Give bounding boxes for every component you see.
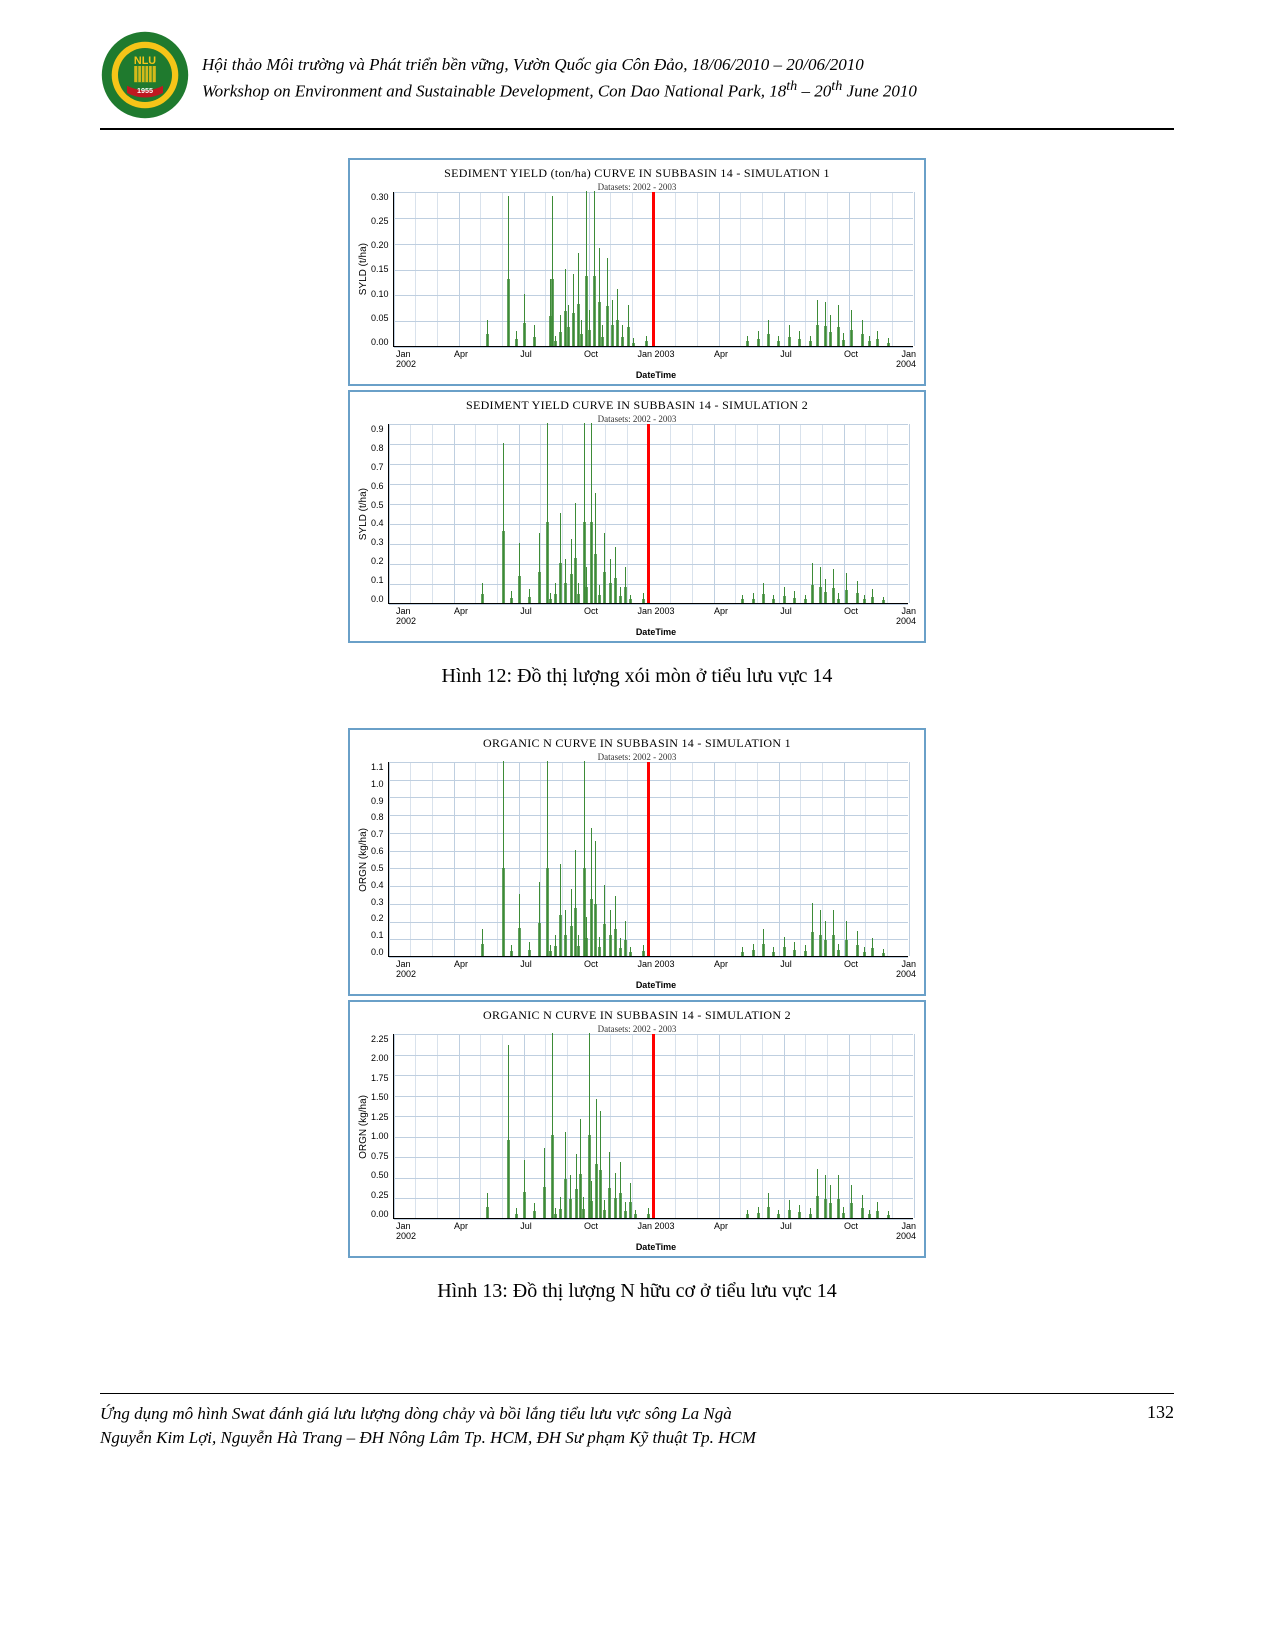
footer-line2: Nguyễn Kim Lợi, Nguyễn Hà Trang – ĐH Nôn… xyxy=(100,1426,756,1450)
plot-area xyxy=(393,192,913,347)
y-axis-label: ORGN (kg/ha) xyxy=(358,1095,369,1159)
plot-area xyxy=(393,1034,913,1219)
chart-subtitle: Datasets: 2002 - 2003 xyxy=(358,752,916,762)
svg-text:1955: 1955 xyxy=(137,86,153,95)
x-ticks: Jan 2002AprJulOctJan 2003AprJulOctJan 20… xyxy=(396,959,916,979)
x-axis-label: DateTime xyxy=(396,370,916,380)
chart-title: SEDIMENT YIELD CURVE IN SUBBASIN 14 - SI… xyxy=(358,398,916,413)
y-axis-label: SYLD (t/ha) xyxy=(358,488,369,540)
year-divider-line xyxy=(647,762,650,956)
chart-title: ORGANIC N CURVE IN SUBBASIN 14 - SIMULAT… xyxy=(358,736,916,751)
footer-line1: Ứng dụng mô hình Swat đánh giá lưu lượng… xyxy=(100,1402,756,1426)
y-ticks: 2.252.001.751.501.251.000.750.500.250.00 xyxy=(371,1034,393,1219)
header-line-vi: Hội thảo Môi trường và Phát triển bền vữ… xyxy=(202,54,1174,77)
page-header: NLU 1955 Hội thảo Môi trường và Phát tri… xyxy=(100,30,1174,120)
x-axis-label: DateTime xyxy=(396,980,916,990)
fig12-chart2: SEDIMENT YIELD CURVE IN SUBBASIN 14 - SI… xyxy=(348,390,926,643)
year-divider-line xyxy=(652,192,655,346)
figure-13-caption: Hình 13: Đồ thị lượng N hữu cơ ở tiểu lư… xyxy=(100,1280,1174,1303)
fig13-chart1: ORGANIC N CURVE IN SUBBASIN 14 - SIMULAT… xyxy=(348,728,926,996)
y-ticks: 0.300.250.200.150.100.050.00 xyxy=(371,192,393,347)
chart-title: ORGANIC N CURVE IN SUBBASIN 14 - SIMULAT… xyxy=(358,1008,916,1023)
fig13-chart2: ORGANIC N CURVE IN SUBBASIN 14 - SIMULAT… xyxy=(348,1000,926,1258)
chart-subtitle: Datasets: 2002 - 2003 xyxy=(358,414,916,424)
figure-12-caption: Hình 12: Đồ thị lượng xói mòn ở tiểu lưu… xyxy=(100,665,1174,688)
y-ticks: 0.90.80.70.60.50.40.30.20.10.0 xyxy=(371,424,388,604)
header-line-en: Workshop on Environment and Sustainable … xyxy=(202,77,1174,104)
page-footer: Ứng dụng mô hình Swat đánh giá lưu lượng… xyxy=(100,1402,1174,1450)
year-divider-line xyxy=(652,1034,655,1218)
page-number: 132 xyxy=(1107,1402,1174,1423)
footer-rule xyxy=(100,1393,1174,1394)
x-ticks: Jan 2002AprJulOctJan 2003AprJulOctJan 20… xyxy=(396,1221,916,1241)
fig12-chart1: SEDIMENT YIELD (ton/ha) CURVE IN SUBBASI… xyxy=(348,158,926,386)
plot-area xyxy=(388,424,908,604)
header-rule xyxy=(100,128,1174,130)
chart-subtitle: Datasets: 2002 - 2003 xyxy=(358,1024,916,1034)
nlu-logo: NLU 1955 xyxy=(100,30,190,120)
svg-text:NLU: NLU xyxy=(134,55,156,67)
footer-text: Ứng dụng mô hình Swat đánh giá lưu lượng… xyxy=(100,1402,756,1450)
header-text: Hội thảo Môi trường và Phát triển bền vữ… xyxy=(202,30,1174,104)
x-axis-label: DateTime xyxy=(396,627,916,637)
y-axis-label: ORGN (kg/ha) xyxy=(358,828,369,892)
y-ticks: 1.11.00.90.80.70.60.50.40.30.20.10.0 xyxy=(371,762,388,957)
figure-12: SEDIMENT YIELD (ton/ha) CURVE IN SUBBASI… xyxy=(100,158,1174,647)
x-ticks: Jan 2002AprJulOctJan 2003AprJulOctJan 20… xyxy=(396,349,916,369)
y-axis-label: SYLD (t/ha) xyxy=(358,243,369,295)
chart-subtitle: Datasets: 2002 - 2003 xyxy=(358,182,916,192)
x-ticks: Jan 2002AprJulOctJan 2003AprJulOctJan 20… xyxy=(396,606,916,626)
chart-title: SEDIMENT YIELD (ton/ha) CURVE IN SUBBASI… xyxy=(358,166,916,181)
year-divider-line xyxy=(647,424,650,603)
figure-13: ORGANIC N CURVE IN SUBBASIN 14 - SIMULAT… xyxy=(100,728,1174,1262)
plot-area xyxy=(388,762,908,957)
x-axis-label: DateTime xyxy=(396,1242,916,1252)
